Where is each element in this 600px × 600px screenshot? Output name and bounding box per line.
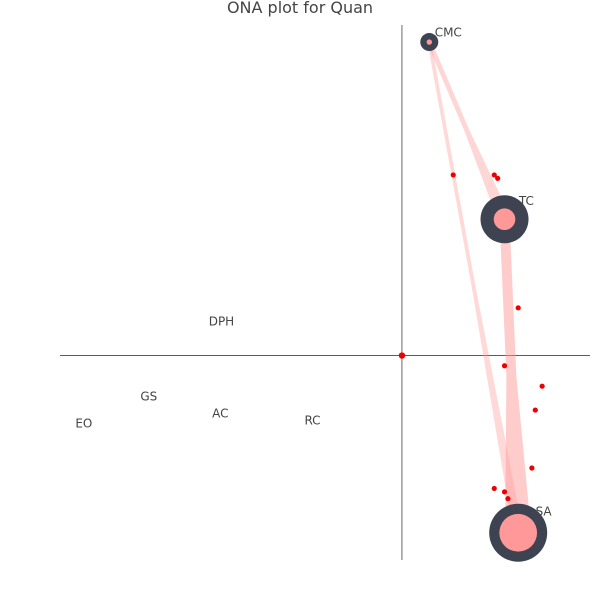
node-label-ac: AC <box>212 406 228 420</box>
data-point <box>491 172 497 178</box>
node-label-cmc: CMC <box>435 26 462 40</box>
data-point <box>495 175 501 181</box>
node-label-eo: EO <box>75 417 92 431</box>
data-point <box>539 383 545 389</box>
centroid-point <box>398 352 406 359</box>
data-point <box>529 465 535 471</box>
node-label-tc: TC <box>518 194 534 208</box>
edge-cmc-sa <box>427 41 524 534</box>
node-self-loop-tc <box>493 208 516 231</box>
edge-tc-sa <box>499 219 532 534</box>
node-self-loop-sa <box>499 513 538 552</box>
data-point <box>532 407 538 413</box>
node-self-loop-cmc <box>426 39 432 45</box>
network-nodes <box>420 33 548 562</box>
data-point <box>505 496 511 502</box>
edge-cmc-tc <box>427 41 511 222</box>
node-label-gs: GS <box>140 389 157 403</box>
data-point <box>491 485 497 492</box>
network-edges <box>427 41 532 534</box>
chart-title: ONA plot for Quan <box>227 0 373 17</box>
data-point <box>501 489 508 495</box>
data-point <box>450 172 456 178</box>
node-label-dph: DPH <box>209 314 235 328</box>
node-label-rc: RC <box>304 413 320 427</box>
node-labels: CMC TC SA DPH GS AC RC EO <box>75 26 552 519</box>
node-label-sa: SA <box>536 504 553 518</box>
projected-points <box>398 172 545 502</box>
data-point <box>501 363 508 369</box>
data-point <box>515 305 521 311</box>
axes <box>60 25 590 560</box>
